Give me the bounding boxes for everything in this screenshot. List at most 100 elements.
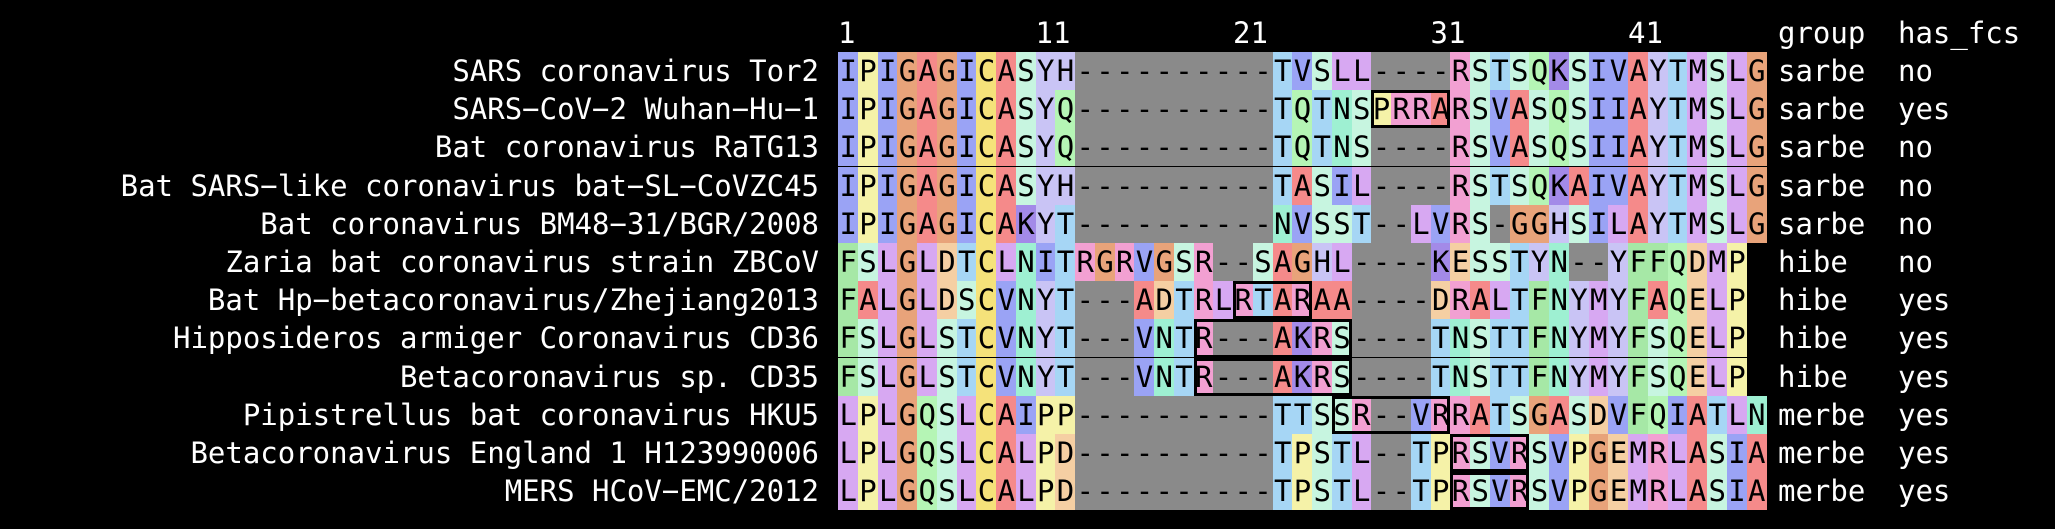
- has-fcs-value: yes: [1898, 92, 1951, 127]
- residue-cell: F: [1529, 319, 1550, 358]
- residue-cell: S: [1351, 90, 1372, 129]
- residue-cell: N: [1015, 243, 1037, 281]
- residue-cell: T: [1509, 243, 1530, 281]
- gap-cell: -: [1410, 52, 1432, 90]
- residue-cell: I: [877, 90, 898, 129]
- residue-cell: T: [1489, 357, 1511, 396]
- gap-cell: -: [1410, 281, 1432, 320]
- residue-cell: S: [1470, 90, 1491, 129]
- residue-cell: P: [857, 204, 879, 243]
- residue-cell: Q: [917, 395, 938, 434]
- gap-cell: -: [1134, 204, 1155, 243]
- residue-cell: L: [838, 434, 859, 472]
- gap-cell: -: [1173, 166, 1195, 205]
- residue-cell: G: [1094, 243, 1116, 281]
- residue-cell: L: [1331, 52, 1353, 90]
- residue-cell: T: [1272, 52, 1293, 90]
- residue-cell: E: [1687, 319, 1708, 358]
- gap-cell: -: [1252, 204, 1274, 243]
- group-value: sarbe: [1778, 92, 1866, 127]
- position-label: 21: [1233, 16, 1268, 50]
- residue-cell: T: [1667, 128, 1688, 167]
- residue-cell: L: [917, 319, 938, 358]
- residue-cell: S: [1312, 204, 1333, 243]
- residue-cell: Y: [1647, 204, 1669, 243]
- residue-cell: T: [1173, 281, 1195, 320]
- residue-cell: Y: [1608, 243, 1629, 281]
- residue-cell: G: [1746, 166, 1767, 205]
- gap-cell: -: [1094, 357, 1116, 396]
- gap-cell: -: [1094, 472, 1116, 511]
- residue-cell: N: [1015, 319, 1037, 358]
- residue-cell: F: [1529, 357, 1550, 396]
- residue-cell: Y: [1647, 166, 1669, 205]
- residue-cell: G: [1588, 472, 1609, 511]
- residue-cell: L: [917, 243, 938, 281]
- gap-cell: -: [1391, 128, 1412, 167]
- residue-cell: S: [1312, 52, 1333, 90]
- gap-cell: -: [1233, 52, 1254, 90]
- position-label: 41: [1628, 16, 1663, 50]
- gap-cell: -: [1351, 243, 1372, 281]
- residue-cell: K: [1015, 204, 1037, 243]
- residue-cell: G: [897, 90, 918, 129]
- residue-cell: A: [1746, 472, 1767, 511]
- residue-cell: T: [1667, 90, 1688, 129]
- residue-cell: L: [956, 395, 977, 434]
- position-label: 1: [838, 16, 856, 50]
- residue-cell: F: [1529, 281, 1550, 320]
- gap-cell: -: [1134, 395, 1155, 434]
- residue-cell: Y: [1035, 319, 1056, 358]
- residue-cell: G: [1154, 243, 1175, 281]
- residue-cell: A: [1647, 281, 1669, 320]
- residue-cell: I: [1588, 52, 1609, 90]
- residue-cell: R: [1391, 90, 1412, 129]
- gap-cell: -: [1252, 395, 1274, 434]
- residue-cell: T: [956, 319, 977, 358]
- gap-cell: -: [1391, 319, 1412, 358]
- residue-cell: A: [917, 52, 938, 90]
- residue-cell: A: [996, 472, 1017, 511]
- residue-cell: G: [897, 243, 918, 281]
- residue-cell: R: [1233, 281, 1254, 320]
- residue-cell: S: [1015, 52, 1037, 90]
- group-value: sarbe: [1778, 130, 1866, 165]
- gap-cell: -: [1173, 52, 1195, 90]
- residue-cell: M: [1588, 281, 1609, 320]
- gap-cell: -: [1193, 472, 1214, 511]
- residue-cell: F: [838, 281, 859, 320]
- gap-cell: -: [1410, 357, 1432, 396]
- gap-cell: -: [1252, 319, 1274, 358]
- residue-cell: F: [1647, 243, 1669, 281]
- residue-cell: S: [936, 357, 958, 396]
- residue-cell: P: [1726, 357, 1748, 396]
- residue-cell: C: [976, 204, 997, 243]
- residue-cell: G: [897, 319, 918, 358]
- gap-cell: -: [1075, 434, 1096, 472]
- residue-cell: I: [956, 204, 977, 243]
- residue-cell: N: [1331, 128, 1353, 167]
- gap-cell: -: [1233, 357, 1254, 396]
- residue-cell: Q: [1292, 90, 1313, 129]
- residue-cell: L: [877, 395, 898, 434]
- residue-cell: T: [1312, 128, 1333, 167]
- residue-cell: V: [1608, 395, 1629, 434]
- gap-cell: -: [1134, 52, 1155, 90]
- group-value: merbe: [1778, 397, 1866, 432]
- gap-cell: -: [1351, 281, 1372, 320]
- residue-cell: R: [1410, 90, 1432, 129]
- sequence-name: Bat coronavirus BM48−31/BGR/2008: [260, 206, 819, 241]
- residue-cell: V: [1430, 204, 1451, 243]
- residue-cell: L: [877, 434, 898, 472]
- residue-cell: L: [1667, 472, 1688, 511]
- residue-cell: Y: [1035, 128, 1056, 167]
- residue-cell: A: [996, 90, 1017, 129]
- residue-cell: V: [1292, 52, 1313, 90]
- has-fcs-value: no: [1898, 54, 1933, 88]
- residue-cell: R: [1312, 319, 1333, 358]
- residue-cell: V: [1134, 357, 1155, 396]
- residue-cell: T: [1252, 281, 1274, 320]
- gap-cell: -: [1114, 204, 1135, 243]
- gap-cell: -: [1351, 319, 1372, 358]
- residue-cell: Q: [1667, 357, 1688, 396]
